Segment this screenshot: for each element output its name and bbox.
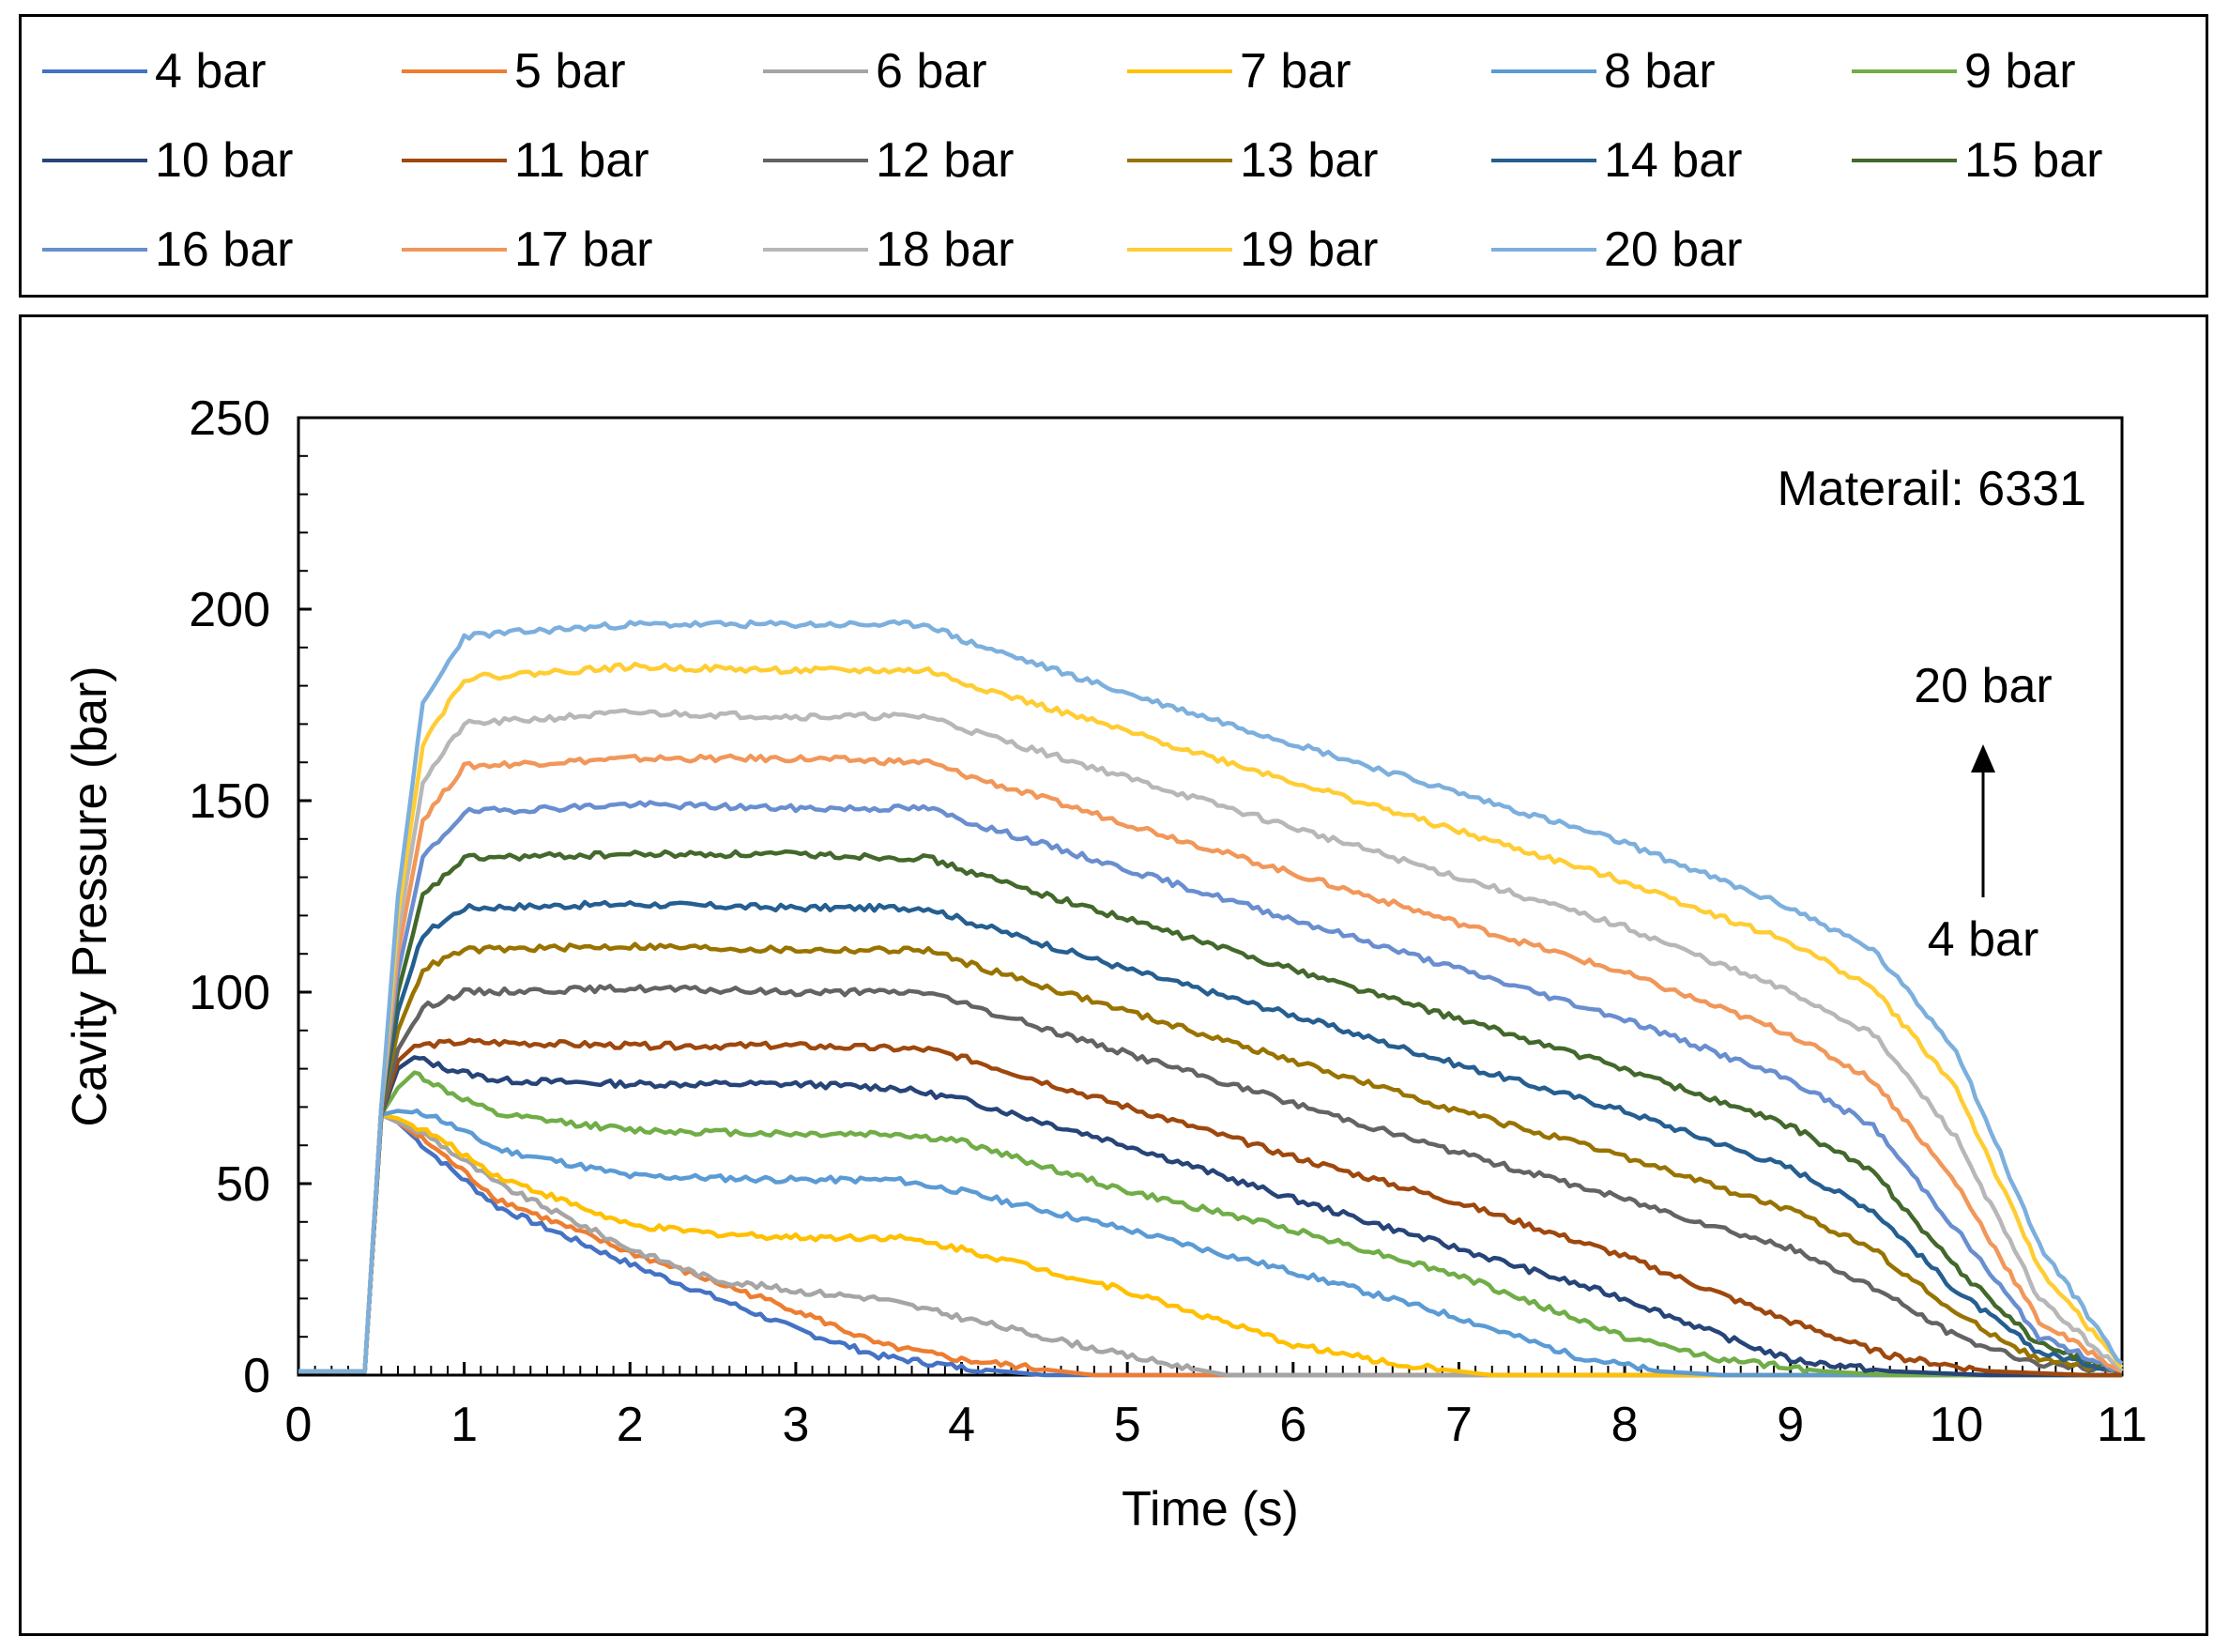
line-chart: 0 1 2 3 4 5 6 7 8 9 10 11 0 50 100 150 200 250 Time (s) Cav… bbox=[63, 391, 2147, 1537]
legend-swatch bbox=[1127, 69, 1232, 73]
legend-item: 8 bar bbox=[1491, 43, 1716, 99]
arrow-top-label: 20 bar bbox=[1914, 659, 2052, 713]
series-line bbox=[298, 1055, 2122, 1378]
legend-label: 7 bar bbox=[1240, 44, 1351, 99]
series-line bbox=[298, 753, 2123, 1374]
x-tick-label: 11 bbox=[2097, 1398, 2147, 1452]
series-line bbox=[298, 984, 2123, 1374]
legend-label: 4 bar bbox=[155, 44, 267, 99]
y-tick-label: 250 bbox=[189, 391, 270, 446]
series-line bbox=[298, 1112, 2122, 1378]
x-tick-label: 6 bbox=[1279, 1398, 1306, 1452]
legend-swatch bbox=[1491, 159, 1596, 162]
legend-item: 13 bar bbox=[1127, 132, 1378, 189]
legend-swatch bbox=[42, 69, 147, 73]
legend-swatch bbox=[763, 69, 868, 73]
legend-swatch bbox=[1127, 248, 1232, 252]
legend-item: 12 bar bbox=[763, 132, 1014, 189]
legend-label: 20 bar bbox=[1604, 222, 1743, 277]
legend-swatch bbox=[1491, 248, 1596, 252]
legend-label: 13 bar bbox=[1240, 133, 1379, 188]
legend-item: 17 bar bbox=[402, 222, 652, 278]
legend-item: 10 bar bbox=[42, 132, 293, 189]
y-tick-label: 100 bbox=[189, 966, 270, 1020]
legend-item: 19 bar bbox=[1127, 222, 1378, 278]
legend-item: 4 bar bbox=[42, 43, 267, 99]
legend-label: 14 bar bbox=[1604, 133, 1743, 188]
legend-swatch bbox=[42, 248, 147, 252]
legend-swatch bbox=[1127, 159, 1232, 162]
x-tick-label: 5 bbox=[1114, 1398, 1141, 1452]
series-line bbox=[298, 708, 2124, 1374]
x-tick-label: 4 bbox=[948, 1398, 975, 1452]
legend-item: 6 bar bbox=[763, 43, 987, 99]
legend-swatch bbox=[763, 159, 868, 162]
legend-swatch bbox=[1852, 159, 1957, 162]
legend-swatch bbox=[402, 248, 507, 252]
x-tick-label: 9 bbox=[1777, 1398, 1804, 1452]
legend-label: 15 bar bbox=[1964, 133, 2103, 188]
series-line bbox=[298, 1070, 2122, 1378]
series-line bbox=[298, 619, 2124, 1374]
arrow-bottom-label: 4 bar bbox=[1928, 912, 2039, 967]
series-line bbox=[298, 899, 2123, 1374]
y-tick-label: 200 bbox=[189, 583, 270, 637]
material-annotation: Materail: 6331 bbox=[1777, 462, 2086, 516]
x-tick-label: 7 bbox=[1445, 1398, 1473, 1452]
series-line bbox=[298, 1112, 2122, 1378]
x-tick-label: 3 bbox=[782, 1398, 809, 1452]
x-tick-label: 10 bbox=[1929, 1398, 1983, 1452]
legend-swatch bbox=[42, 159, 147, 162]
legend-label: 6 bar bbox=[876, 44, 987, 99]
legend-item: 20 bar bbox=[1491, 222, 1742, 278]
legend-swatch bbox=[1852, 69, 1957, 73]
series-line bbox=[298, 1037, 2122, 1378]
legend-label: 17 bar bbox=[514, 222, 653, 277]
legend-item: 5 bar bbox=[402, 43, 626, 99]
x-tick-label: 8 bbox=[1611, 1398, 1639, 1452]
legend-label: 18 bar bbox=[876, 222, 1015, 277]
y-tick-label: 50 bbox=[216, 1157, 270, 1212]
series-line bbox=[298, 941, 2123, 1374]
series-line bbox=[298, 849, 2123, 1374]
legend-label: 19 bar bbox=[1240, 222, 1379, 277]
series-line bbox=[298, 1112, 2122, 1378]
plot-frame: 0 1 2 3 4 5 6 7 8 9 10 11 0 50 100 150 200 250 Time (s) Cav… bbox=[19, 314, 2208, 1636]
x-tick-label: 1 bbox=[450, 1398, 478, 1452]
legend-item: 18 bar bbox=[763, 222, 1014, 278]
legend-label: 10 bar bbox=[155, 133, 294, 188]
legend-item: 11 bar bbox=[402, 132, 649, 189]
legend-item: 15 bar bbox=[1852, 132, 2102, 189]
legend-label: 8 bar bbox=[1604, 44, 1716, 99]
y-tick-label: 0 bbox=[243, 1349, 270, 1403]
legend-swatch bbox=[1491, 69, 1596, 73]
legend-label: 5 bar bbox=[514, 44, 626, 99]
legend-item: 7 bar bbox=[1127, 43, 1351, 99]
legend-swatch bbox=[402, 69, 507, 73]
x-tick-label: 0 bbox=[285, 1398, 313, 1452]
y-axis-label: Cavity Pressure (bar) bbox=[63, 665, 117, 1126]
series-line bbox=[298, 661, 2124, 1374]
x-axis-label: Time (s) bbox=[1122, 1482, 1299, 1537]
legend-label: 9 bar bbox=[1964, 44, 2076, 99]
arrow-head bbox=[1971, 744, 1995, 772]
legend-label: 11 bar bbox=[514, 133, 649, 188]
legend-swatch bbox=[402, 159, 507, 162]
legend-swatch bbox=[763, 248, 868, 252]
legend-label: 16 bar bbox=[155, 222, 294, 277]
series-line bbox=[298, 800, 2124, 1374]
legend-item: 14 bar bbox=[1491, 132, 1742, 189]
series-line bbox=[298, 1108, 2122, 1378]
legend-item: 9 bar bbox=[1852, 43, 2076, 99]
legend-label: 12 bar bbox=[876, 133, 1015, 188]
y-tick-label: 150 bbox=[189, 774, 270, 829]
x-tick-label: 2 bbox=[617, 1398, 644, 1452]
legend-item: 16 bar bbox=[42, 222, 293, 278]
series-line bbox=[298, 1112, 2122, 1378]
legend: 4 bar 5 bar 6 bar 7 bar 8 bar 9 bar 10 bar 11 b… bbox=[19, 14, 2208, 298]
